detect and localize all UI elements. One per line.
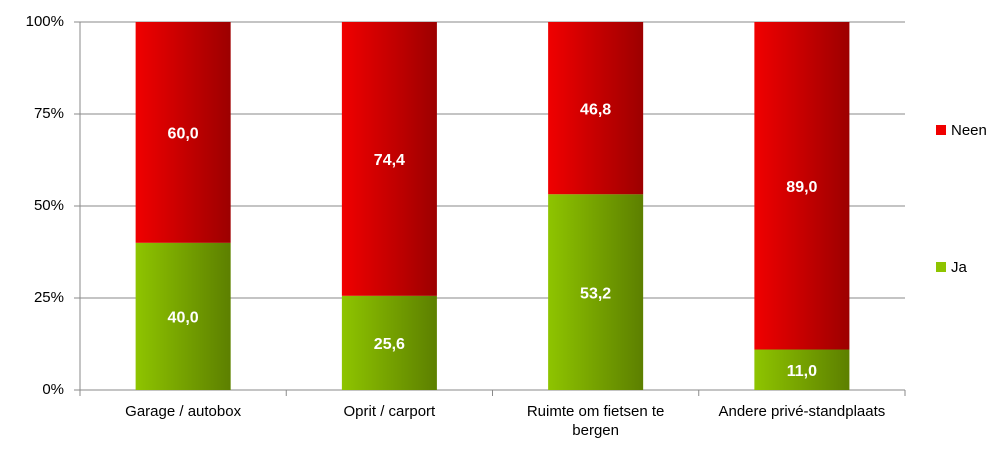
value-label: 40,0 [168,310,199,327]
value-label: 25,6 [374,336,405,353]
value-label: 11,0 [787,363,817,380]
legend-swatch [936,262,946,272]
value-label: 74,4 [374,152,405,169]
x-tick-label: Oprit / carport [343,403,436,420]
y-tick-label: 75% [34,105,64,122]
legend-label: Neen [951,122,987,139]
legend-label: Ja [951,259,968,276]
y-tick-label: 25% [34,289,64,306]
y-tick-label: 50% [34,197,64,214]
x-tick-label: Ruimte om fietsen te bergen [526,403,665,439]
value-label: 89,0 [786,179,817,196]
y-tick-label: 0% [42,381,64,398]
x-tick-label: Garage / autobox [125,403,242,420]
x-tick-label: Andere privé-standplaats [718,403,886,420]
value-label: 46,8 [580,101,611,118]
value-label: 53,2 [580,285,611,302]
legend-swatch [936,125,946,135]
value-label: 60,0 [168,126,199,143]
y-tick-label: 100% [26,13,64,30]
